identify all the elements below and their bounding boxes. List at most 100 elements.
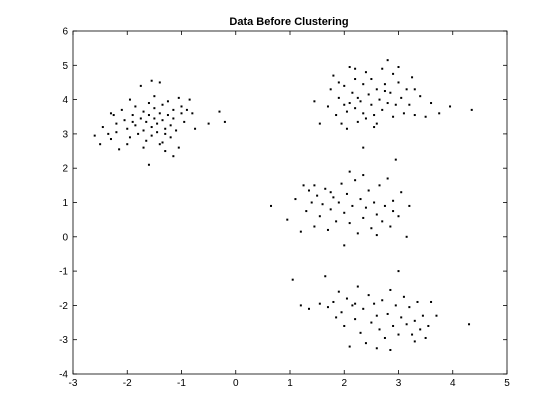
data-point bbox=[364, 71, 367, 74]
data-point bbox=[337, 290, 340, 293]
data-point bbox=[156, 131, 159, 134]
data-point bbox=[370, 227, 373, 230]
data-point bbox=[345, 297, 348, 300]
data-point bbox=[356, 285, 359, 288]
data-point bbox=[286, 218, 289, 221]
data-point bbox=[394, 103, 397, 106]
data-point bbox=[123, 119, 126, 122]
data-point bbox=[392, 115, 395, 118]
data-point bbox=[470, 108, 473, 111]
data-point bbox=[172, 155, 175, 158]
data-point bbox=[343, 84, 346, 87]
data-point bbox=[169, 124, 172, 127]
data-point bbox=[340, 311, 343, 314]
data-point bbox=[158, 143, 161, 146]
data-point bbox=[354, 107, 357, 110]
data-point bbox=[112, 114, 115, 117]
data-point bbox=[329, 208, 332, 211]
data-point bbox=[175, 129, 178, 132]
data-point bbox=[313, 225, 316, 228]
plot-area bbox=[72, 30, 508, 375]
data-point bbox=[139, 117, 142, 120]
data-point bbox=[430, 300, 433, 303]
data-point bbox=[419, 95, 422, 98]
data-point bbox=[128, 136, 131, 139]
x-tick-label: -2 bbox=[123, 378, 132, 389]
data-point bbox=[408, 306, 411, 309]
data-point bbox=[402, 295, 405, 298]
data-point bbox=[386, 59, 389, 62]
data-point bbox=[421, 314, 424, 317]
chart-title: Data Before Clustering bbox=[229, 16, 348, 28]
data-point bbox=[177, 96, 180, 99]
data-point bbox=[356, 96, 359, 99]
data-point bbox=[142, 129, 145, 132]
data-point bbox=[145, 139, 148, 142]
data-point bbox=[386, 102, 389, 105]
data-point bbox=[166, 100, 169, 103]
data-point bbox=[191, 112, 194, 115]
data-point bbox=[302, 184, 305, 187]
data-point bbox=[394, 304, 397, 307]
data-point bbox=[408, 204, 411, 207]
data-point bbox=[307, 189, 310, 192]
data-point bbox=[373, 201, 376, 204]
x-tick-label: -1 bbox=[177, 378, 186, 389]
data-point bbox=[378, 328, 381, 331]
data-point bbox=[381, 108, 384, 111]
data-point bbox=[359, 331, 362, 334]
y-tick-label: -2 bbox=[59, 301, 68, 312]
data-point bbox=[150, 79, 153, 82]
data-point bbox=[449, 105, 452, 108]
data-point bbox=[164, 127, 167, 130]
data-point bbox=[158, 112, 161, 115]
data-point bbox=[378, 98, 381, 101]
data-point bbox=[375, 347, 378, 350]
data-point bbox=[324, 187, 327, 190]
data-point bbox=[356, 232, 359, 235]
data-point bbox=[411, 76, 414, 79]
x-axis: -3 -2 -1 0 1 2 3 4 5 bbox=[69, 31, 510, 389]
y-tick-label: 2 bbox=[62, 164, 68, 175]
data-point bbox=[400, 316, 403, 319]
data-point bbox=[161, 103, 164, 106]
data-point bbox=[150, 134, 153, 137]
data-point bbox=[383, 83, 386, 86]
data-point bbox=[126, 143, 129, 146]
x-tick-label: 1 bbox=[287, 378, 293, 389]
data-point bbox=[147, 102, 150, 105]
data-point bbox=[427, 324, 430, 327]
data-point bbox=[343, 211, 346, 214]
data-point bbox=[316, 194, 319, 197]
data-point bbox=[164, 132, 167, 135]
y-tick-label: 5 bbox=[62, 61, 68, 72]
x-tick-label: -3 bbox=[69, 378, 78, 389]
data-point bbox=[115, 131, 118, 134]
data-point bbox=[392, 210, 395, 213]
data-point bbox=[107, 132, 110, 135]
data-point bbox=[270, 204, 273, 207]
data-point bbox=[332, 300, 335, 303]
data-point bbox=[326, 228, 329, 231]
data-point bbox=[294, 198, 297, 201]
data-point bbox=[318, 215, 321, 218]
data-point bbox=[354, 179, 357, 182]
data-point bbox=[435, 314, 438, 317]
data-point bbox=[335, 114, 338, 117]
data-point bbox=[223, 120, 226, 123]
data-point bbox=[362, 83, 365, 86]
data-point bbox=[362, 146, 365, 149]
data-point bbox=[348, 170, 351, 173]
data-point bbox=[158, 81, 161, 84]
data-point bbox=[147, 163, 150, 166]
data-point bbox=[370, 103, 373, 106]
data-point bbox=[337, 81, 340, 84]
data-point bbox=[172, 117, 175, 120]
data-point bbox=[397, 333, 400, 336]
data-point bbox=[370, 321, 373, 324]
data-point bbox=[419, 328, 422, 331]
data-point bbox=[413, 88, 416, 91]
data-point bbox=[373, 114, 376, 117]
y-tick-label: -3 bbox=[59, 335, 68, 346]
data-point bbox=[381, 67, 384, 70]
